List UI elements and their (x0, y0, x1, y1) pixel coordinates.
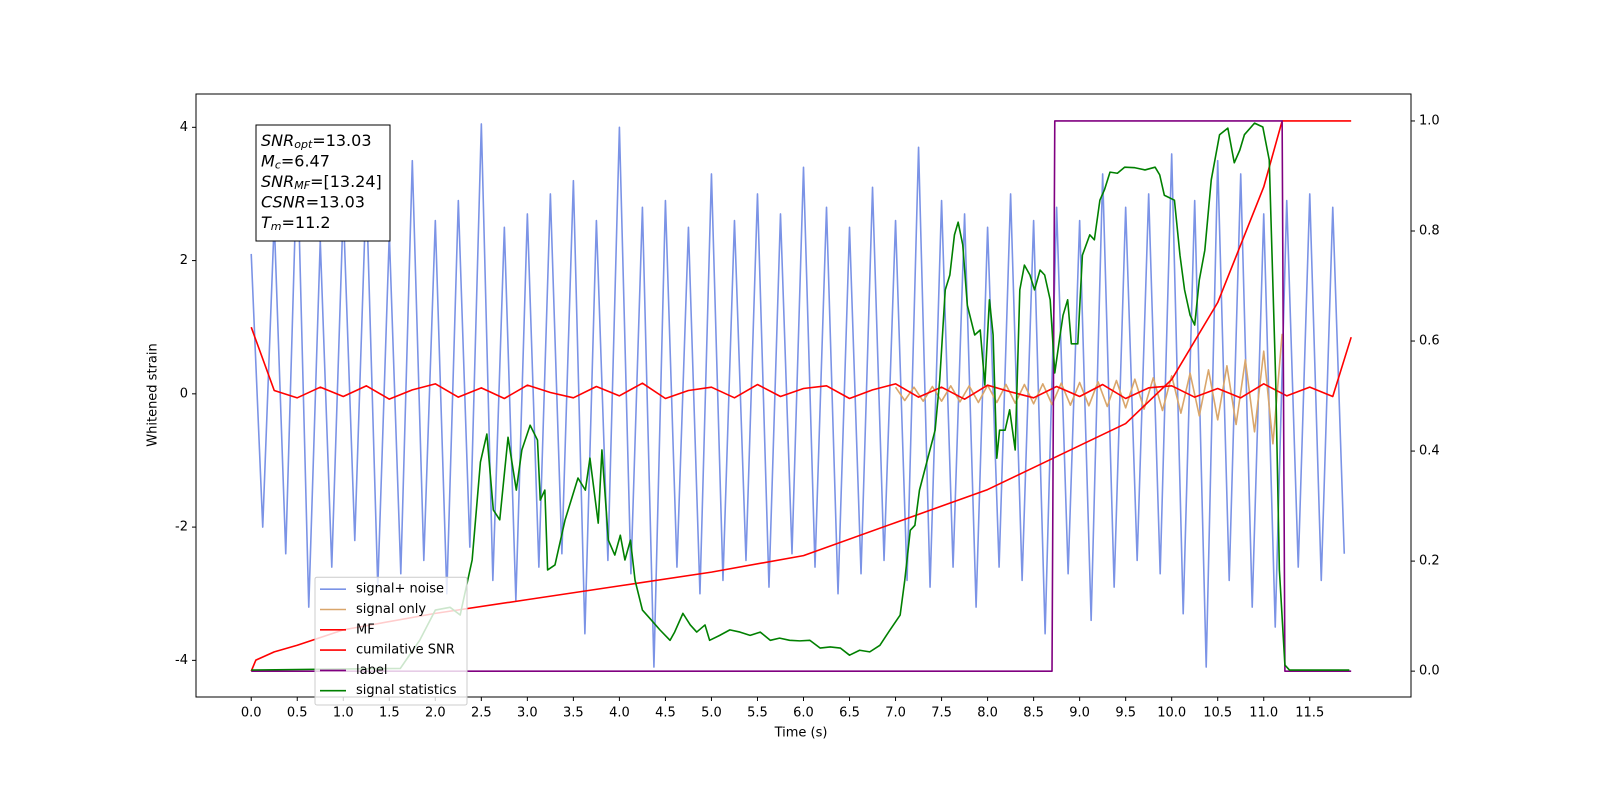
y2-tick-label: 0.2 (1419, 554, 1440, 569)
y2-tick-label: 0.4 (1419, 444, 1440, 459)
annotation-text: =13.03 (306, 192, 365, 211)
annotation-line: Mc=6.47 (261, 151, 330, 172)
x-axis-label: Time (s) (774, 726, 828, 741)
legend-label: MF (356, 622, 375, 637)
y-tick-label: -2 (175, 520, 188, 535)
y-tick-label: 0 (180, 386, 188, 401)
y2-tick-label: 0.6 (1419, 334, 1440, 349)
x-tick-label: 2.5 (471, 706, 492, 721)
x-tick-label: 7.5 (931, 706, 952, 721)
x-tick-label: 11.0 (1249, 706, 1278, 721)
legend-label: signal statistics (356, 683, 457, 698)
annotation-subscript: MF (294, 179, 310, 192)
annotation-text: =6.47 (281, 151, 330, 170)
x-tick-label: 10.0 (1157, 706, 1186, 721)
x-tick-label: 8.0 (977, 706, 998, 721)
x-tick-label: 9.5 (1115, 706, 1136, 721)
y2-tick-label: 1.0 (1419, 113, 1440, 128)
annotation-line: CSNR=13.03 (261, 192, 365, 211)
legend-label: signal+ noise (356, 582, 444, 597)
x-tick-label: 11.5 (1295, 706, 1324, 721)
x-tick-label: 3.0 (517, 706, 538, 721)
x-tick-label: 4.5 (655, 706, 676, 721)
series-line (250, 123, 1346, 668)
legend-label: label (356, 663, 387, 678)
y-tick-label: 2 (180, 253, 188, 268)
annotation-subscript: m (271, 220, 282, 233)
annotation-symbol: M (261, 151, 275, 170)
x-tick-label: 9.0 (1069, 706, 1090, 721)
x-tick-label: 6.5 (839, 706, 860, 721)
annotation-symbol: CSNR (261, 192, 306, 211)
legend-label: signal only (356, 602, 426, 617)
annotation-symbol: SNR (261, 172, 294, 191)
annotation-line: SNRopt=13.03 (261, 131, 372, 152)
x-tick-label: 3.5 (563, 706, 584, 721)
x-tick-label: 5.5 (747, 706, 768, 721)
annotation-text: =13.03 (312, 131, 371, 150)
y-axis-label: Whitened strain (146, 343, 161, 446)
x-tick-label: 2.0 (425, 706, 446, 721)
series-line (250, 120, 1352, 672)
annotation-text: =[13.24] (310, 172, 382, 191)
annotation-subscript: opt (294, 138, 313, 151)
annotation-box: SNRopt=13.03Mc=6.47SNRMF=[13.24]CSNR=13.… (255, 124, 391, 242)
legend-frame (314, 576, 468, 706)
annotation-line: SNRMF=[13.24] (261, 172, 382, 193)
y2-tick-label: 0.0 (1419, 664, 1440, 679)
annotation-subscript: c (275, 159, 281, 172)
x-tick-label: 1.0 (333, 706, 354, 721)
annotation-line: Tm=11.2 (261, 213, 331, 234)
series-line (251, 122, 1350, 671)
x-tick-label: 7.0 (885, 706, 906, 721)
annotation-symbol: SNR (261, 131, 294, 150)
x-tick-label: 6.0 (793, 706, 814, 721)
series-line (251, 120, 1352, 672)
annotation-symbol: T (261, 213, 272, 232)
annotation-frame (255, 124, 391, 242)
y-tick-label: 4 (180, 120, 188, 135)
x-tick-label: 0.5 (287, 706, 308, 721)
legend-label: cumilative SNR (356, 643, 455, 658)
x-tick-label: 8.5 (1023, 706, 1044, 721)
x-tick-label: 0.0 (241, 706, 262, 721)
legend: signal+ noise signal only MF cumilative SNR… (314, 576, 468, 706)
y-tick-label: -4 (175, 653, 188, 668)
y2-tick-label: 0.8 (1419, 223, 1440, 238)
series-line (250, 326, 1352, 400)
x-tick-label: 1.5 (379, 706, 400, 721)
x-tick-label: 5.0 (701, 706, 722, 721)
annotation-text: =11.2 (282, 213, 331, 232)
series-line (894, 333, 1283, 445)
plot-area (250, 120, 1352, 672)
x-tick-label: 4.0 (609, 706, 630, 721)
x-tick-label: 10.5 (1203, 706, 1232, 721)
